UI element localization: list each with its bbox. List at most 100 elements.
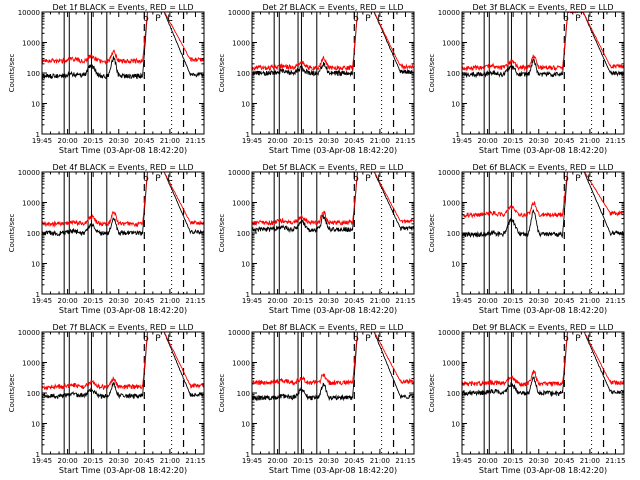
x-axis-label: Start Time (03-Apr-08 18:42:20) [59, 466, 187, 475]
x-tick-label: 19:45 [452, 137, 472, 145]
panel-det-7: o P L 1 10 100 1000 10000 19:45 20:00 20:15 20:30 20… [8, 323, 206, 475]
panel-det-3: o P L 1 10 100 1000 10000 19:45 20:00 20:15 20:30 20… [428, 3, 626, 155]
event-marker-label: P [575, 14, 581, 24]
y-tick-label: 10 [31, 421, 40, 429]
panel-det-6: o P L 1 10 100 1000 10000 19:45 20:00 20:15 20:30 20… [428, 163, 626, 315]
x-tick-label: 20:45 [134, 457, 154, 465]
x-tick-label: 21:00 [580, 137, 600, 145]
event-marker-label: o [563, 14, 569, 24]
events-series-line [42, 12, 204, 80]
y-tick-label: 1000 [442, 200, 460, 208]
event-marker-label: L [587, 14, 592, 24]
panel-data [42, 172, 204, 237]
events-series-line [42, 332, 204, 400]
event-marker-label: L [587, 334, 592, 344]
events-series-line [462, 12, 624, 79]
x-tick-label: 19:45 [242, 297, 262, 305]
x-tick-label: 21:00 [160, 297, 180, 305]
panel-data [462, 12, 624, 79]
x-tick-label: 20:30 [319, 457, 339, 465]
x-tick-label: 21:15 [395, 137, 415, 145]
x-axis-label: Start Time (03-Apr-08 18:42:20) [479, 146, 607, 155]
event-marker-label: o [353, 14, 359, 24]
event-marker-label: L [377, 174, 382, 184]
event-marker-label: P [365, 334, 371, 344]
y-axis-label: Counts/sec [8, 214, 16, 253]
y-tick-label: 10 [31, 101, 40, 109]
x-axis-label: Start Time (03-Apr-08 18:42:20) [269, 146, 397, 155]
event-marker-label: P [155, 14, 161, 24]
x-tick-label: 19:45 [452, 457, 472, 465]
event-marker-label: o [353, 334, 359, 344]
y-axis-label: Counts/sec [218, 54, 226, 93]
x-tick-label: 19:45 [32, 137, 52, 145]
x-tick-label: 21:15 [605, 457, 625, 465]
x-tick-label: 20:45 [344, 297, 364, 305]
x-tick-label: 20:15 [503, 457, 523, 465]
lld-series-line [42, 12, 204, 66]
event-marker-label: P [155, 334, 161, 344]
x-tick-label: 20:30 [319, 137, 339, 145]
x-tick-label: 20:45 [344, 137, 364, 145]
x-axis-label: Start Time (03-Apr-08 18:42:20) [59, 146, 187, 155]
x-axis-label: Start Time (03-Apr-08 18:42:20) [269, 466, 397, 475]
panel-det-8: o P L 1 10 100 1000 10000 19:45 20:00 20:15 20:30 20… [218, 323, 416, 475]
event-marker-label: L [167, 174, 172, 184]
panel-data [252, 332, 414, 402]
y-tick-label: 1000 [22, 360, 40, 368]
panel-title: Det 3f BLACK = Events, RED = LLD [472, 3, 613, 12]
y-tick-label: 10000 [228, 9, 250, 17]
x-tick-label: 20:15 [293, 457, 313, 465]
x-axis-label: Start Time (03-Apr-08 18:42:20) [269, 306, 397, 315]
x-axis-label: Start Time (03-Apr-08 18:42:20) [479, 466, 607, 475]
x-tick-label: 20:45 [134, 297, 154, 305]
lld-series-line [42, 332, 204, 391]
events-series-line [462, 332, 624, 398]
x-tick-label: 20:30 [319, 297, 339, 305]
lld-series-line [462, 12, 624, 72]
panel-title: Det 9f BLACK = Events, RED = LLD [472, 323, 613, 332]
y-axis-label: Counts/sec [218, 374, 226, 413]
x-tick-label: 20:15 [503, 297, 523, 305]
panel-det-9: o P L 1 10 100 1000 10000 19:45 20:00 20:15 20:30 20… [428, 323, 626, 475]
panel-det-1: o P L 1 10 100 1000 10000 19:45 20:00 20:15 20:30 20… [8, 3, 206, 155]
y-tick-label: 1000 [232, 200, 250, 208]
x-tick-label: 20:30 [529, 457, 549, 465]
x-tick-label: 20:15 [83, 137, 103, 145]
y-tick-label: 1 [36, 451, 40, 459]
panel-title: Det 5f BLACK = Events, RED = LLD [262, 163, 403, 172]
panel-title: Det 4f BLACK = Events, RED = LLD [52, 163, 193, 172]
panel-data [42, 332, 204, 400]
x-tick-label: 20:45 [344, 457, 364, 465]
event-marker-label: P [155, 174, 161, 184]
x-tick-label: 20:00 [57, 297, 77, 305]
panel-data [42, 12, 204, 80]
event-marker-label: L [377, 14, 382, 24]
y-tick-label: 10 [451, 101, 460, 109]
lld-series-line [252, 172, 414, 226]
x-tick-label: 20:00 [57, 457, 77, 465]
x-tick-label: 21:00 [370, 457, 390, 465]
y-tick-label: 1 [456, 451, 460, 459]
event-marker-label: L [167, 14, 172, 24]
event-marker-label: o [563, 334, 569, 344]
y-tick-label: 10000 [18, 9, 40, 17]
y-tick-label: 10 [31, 261, 40, 269]
panel-det-4: o P L 1 10 100 1000 10000 19:45 20:00 20:15 20:30 20… [8, 163, 206, 315]
x-tick-label: 19:45 [32, 457, 52, 465]
y-tick-label: 1 [246, 131, 250, 139]
x-axis-label: Start Time (03-Apr-08 18:42:20) [59, 306, 187, 315]
event-marker-label: o [143, 14, 149, 24]
y-tick-label: 1 [456, 291, 460, 299]
y-tick-label: 10000 [228, 329, 250, 337]
events-series-line [42, 172, 204, 237]
x-tick-label: 20:30 [109, 297, 129, 305]
x-tick-label: 21:15 [395, 457, 415, 465]
x-tick-label: 21:00 [580, 297, 600, 305]
x-tick-label: 19:45 [32, 297, 52, 305]
x-tick-label: 20:15 [83, 297, 103, 305]
events-series-line [462, 172, 624, 239]
lld-series-line [252, 332, 414, 387]
x-tick-label: 19:45 [242, 137, 262, 145]
